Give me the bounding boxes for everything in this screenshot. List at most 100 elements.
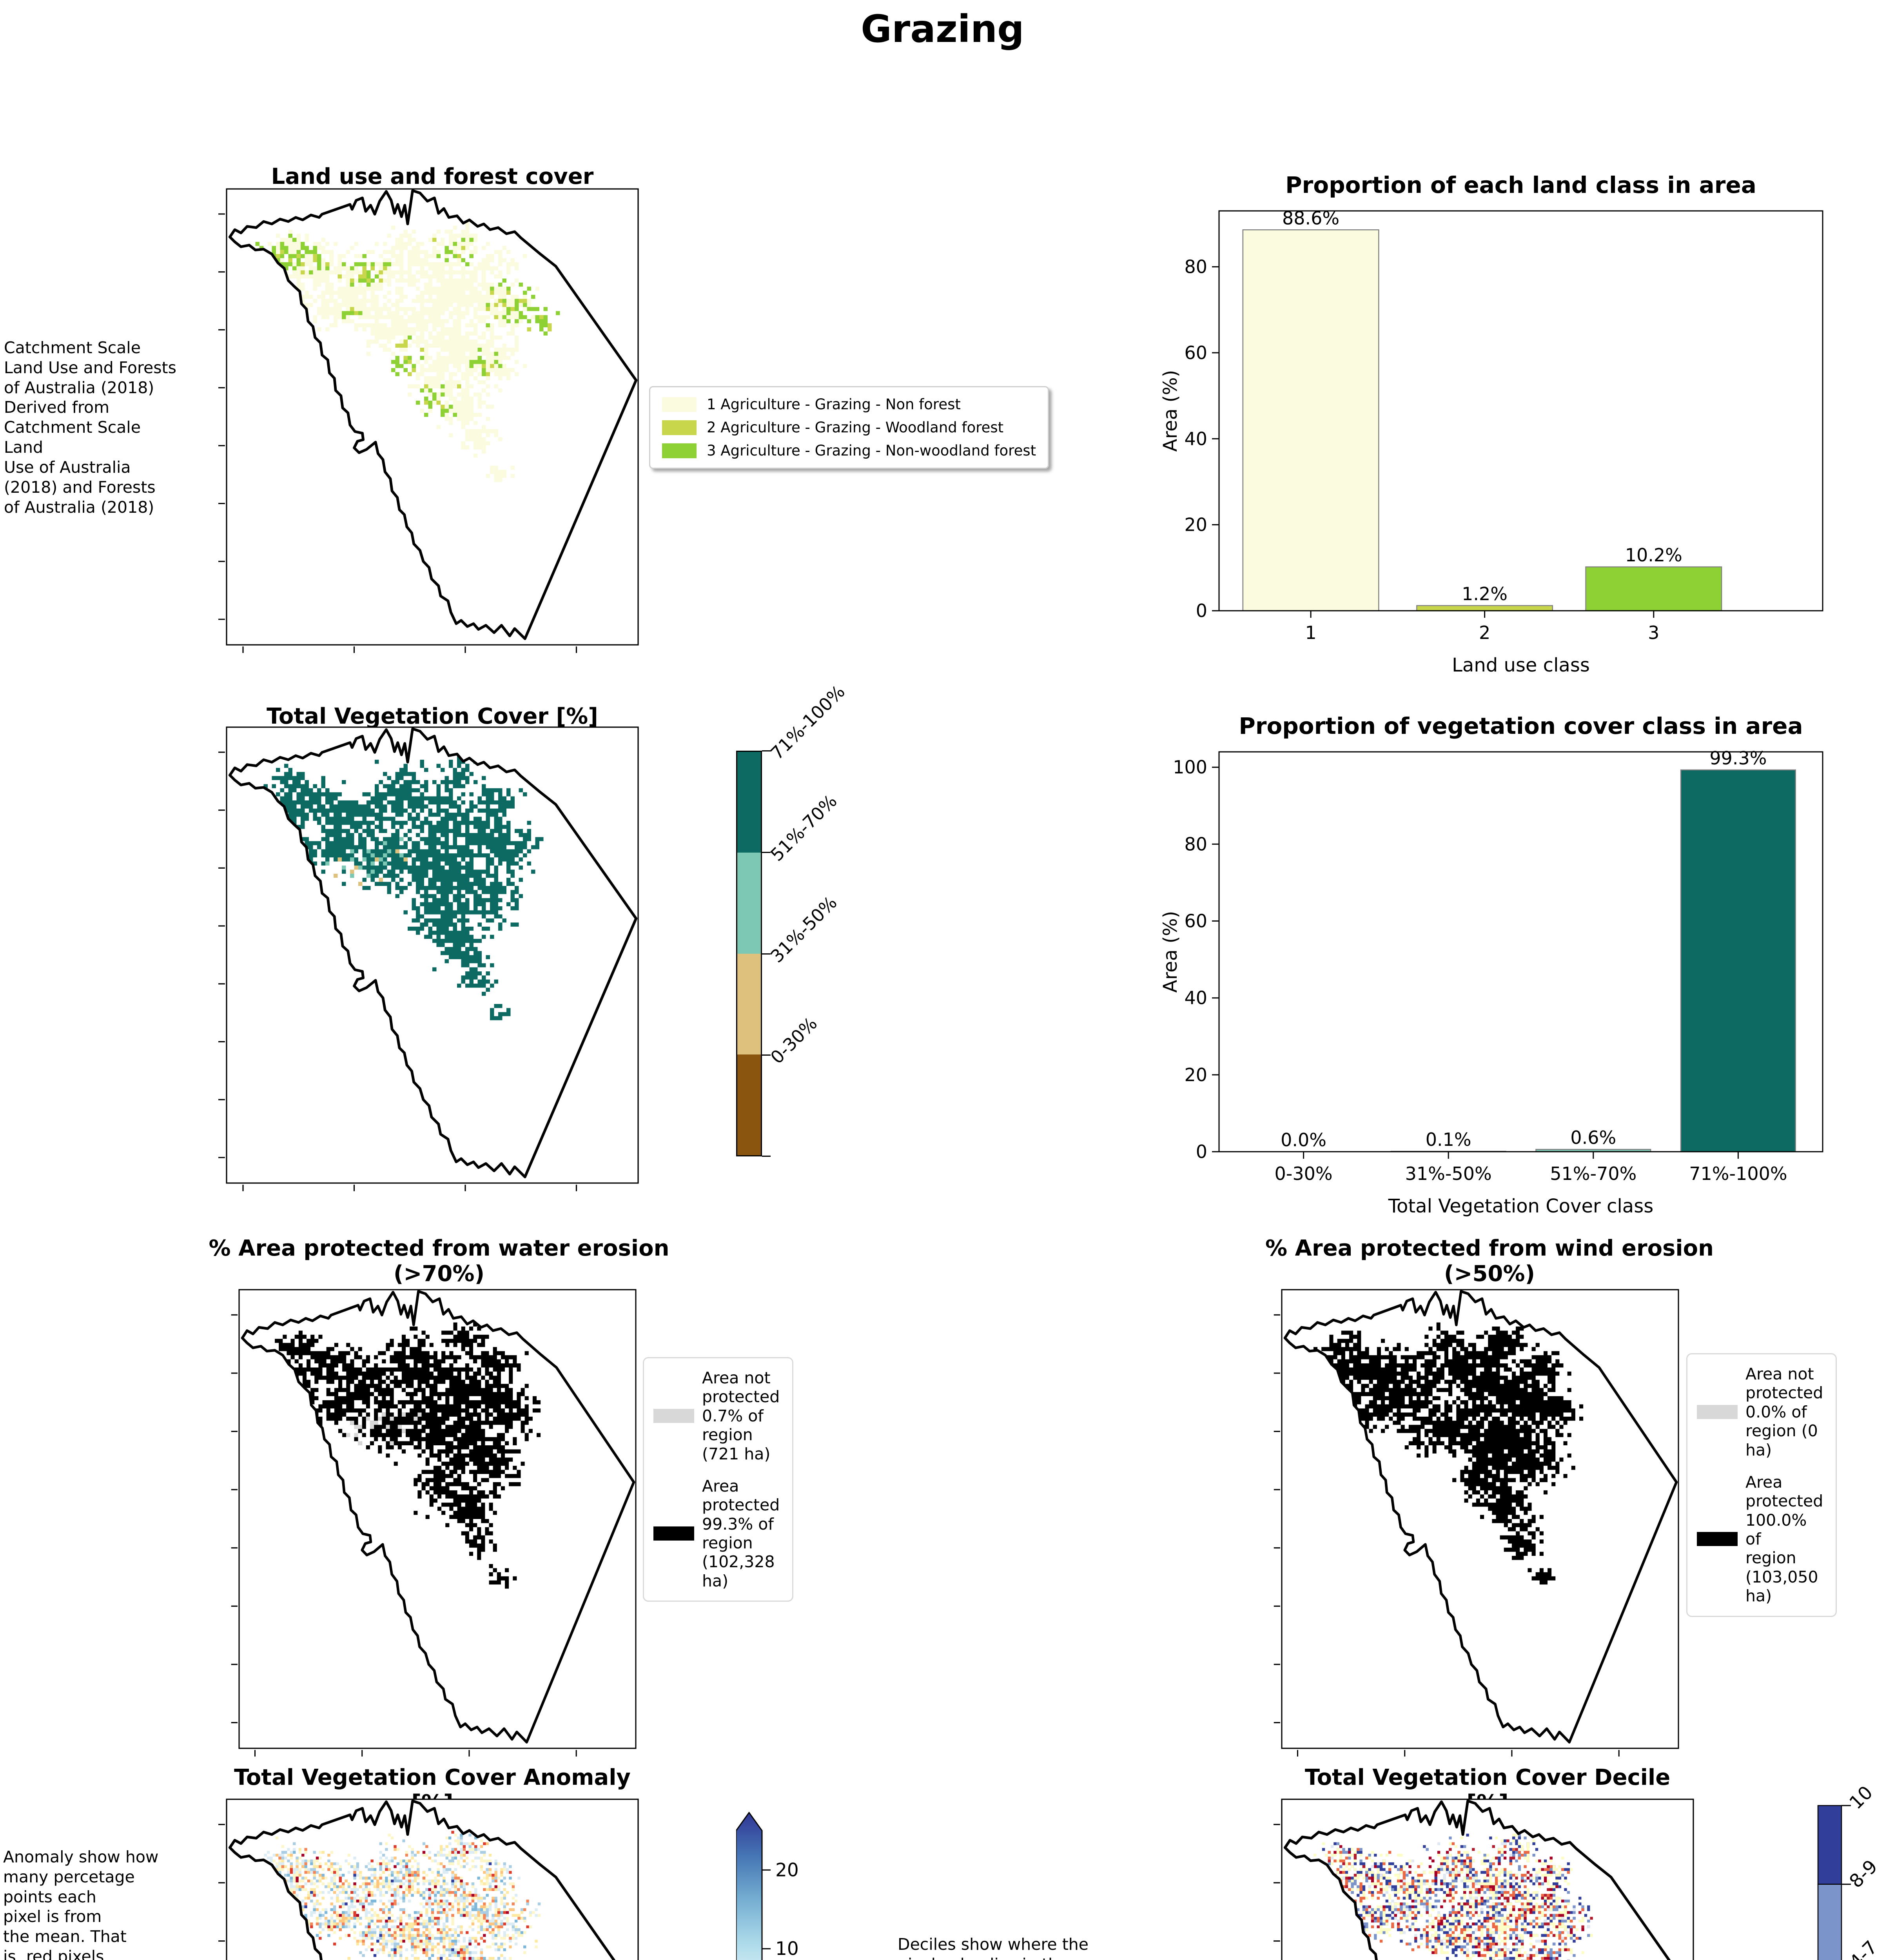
y-tick-label: 0 bbox=[1196, 600, 1207, 621]
catchment-boundary bbox=[228, 1799, 616, 1960]
y-tick-label: 20 bbox=[1184, 514, 1207, 535]
map-pixels bbox=[239, 221, 560, 482]
catchment-boundary bbox=[241, 1290, 635, 1744]
land-use-map bbox=[218, 188, 639, 653]
map-pixels bbox=[235, 755, 544, 1020]
legend-item: Area not protected 0.0% of region (0 ha) bbox=[1697, 1365, 1826, 1459]
x-tick-label: 2 bbox=[1479, 622, 1490, 643]
colorbar-label: 51%-70% bbox=[766, 790, 841, 865]
colorbar-segment bbox=[737, 853, 761, 954]
bar bbox=[1585, 566, 1722, 612]
colorbar-label: 20 bbox=[775, 1859, 799, 1881]
colorbar-bar bbox=[736, 1812, 763, 1960]
anomaly-colorbar: 20100−10−20 bbox=[736, 1812, 1011, 1960]
legend-label: Area not protected 0.7% of region (721 h… bbox=[702, 1368, 780, 1463]
legend-label: 1 Agriculture - Grazing - Non forest bbox=[707, 396, 961, 413]
legend-swatch bbox=[1697, 1405, 1738, 1419]
catchment-boundary bbox=[1283, 1290, 1678, 1744]
legend-swatch bbox=[1697, 1532, 1738, 1546]
land-use-source-note: Catchment Scale Land Use and Forests of … bbox=[4, 338, 176, 517]
anomaly-map bbox=[218, 1798, 639, 1960]
legend-swatch bbox=[653, 1526, 694, 1541]
legend-label: Area protected 100.0% of region (103,050… bbox=[1745, 1472, 1823, 1606]
legend-label: Area protected 99.3% of region (102,328 … bbox=[702, 1476, 780, 1590]
x-tick-label: 31%-50% bbox=[1405, 1163, 1492, 1184]
wind-erosion-map bbox=[1274, 1289, 1679, 1757]
x-tick-label: 1 bbox=[1305, 622, 1316, 643]
legend-swatch bbox=[662, 420, 697, 435]
legend-label: Area not protected 0.0% of region (0 ha) bbox=[1745, 1365, 1823, 1459]
veg-class-bar-chart: Proportion of vegetation cover class in … bbox=[1159, 705, 1846, 1226]
wind-erosion-legend: Area not protected 0.0% of region (0 ha)… bbox=[1686, 1353, 1837, 1617]
water-erosion-legend: Area not protected 0.7% of region (721 h… bbox=[643, 1357, 793, 1602]
bar-value-label: 1.2% bbox=[1462, 583, 1508, 604]
legend-swatch bbox=[653, 1408, 694, 1423]
water-erosion-map-title: % Area protected from water erosion (>70… bbox=[209, 1236, 669, 1287]
map-pixels bbox=[232, 1831, 541, 1960]
veg-cover-colorbar: 71%-100% 51%-70% 31%-50% 0-30% bbox=[736, 681, 1011, 1157]
y-tick-label: 20 bbox=[1184, 1064, 1207, 1085]
legend-item: 3 Agriculture - Grazing - Non-woodland f… bbox=[662, 442, 1036, 459]
map-pixels bbox=[251, 1322, 541, 1589]
wind-erosion-map-title: % Area protected from wind erosion (>50%… bbox=[1265, 1236, 1714, 1287]
colorbar-segment bbox=[737, 1054, 761, 1155]
legend-item: Area protected 99.3% of region (102,328 … bbox=[653, 1477, 783, 1590]
y-tick-label: 60 bbox=[1184, 911, 1207, 932]
y-tick-label: 100 bbox=[1173, 757, 1207, 778]
x-tick-label: 71%-100% bbox=[1689, 1163, 1787, 1184]
veg-cover-map-title: Total Vegetation Cover [%] bbox=[267, 704, 598, 729]
catchment-boundary bbox=[1283, 1799, 1671, 1960]
colorbar-label: 4-7 bbox=[1845, 1936, 1882, 1960]
decile-map bbox=[1274, 1798, 1694, 1960]
colorbar-label: 10 bbox=[1845, 1782, 1877, 1813]
colorbar-label: 10 bbox=[775, 1938, 799, 1960]
axes-frame bbox=[1218, 210, 1823, 612]
legend-item: Area not protected 0.7% of region (721 h… bbox=[653, 1368, 783, 1463]
colorbar-segment bbox=[1817, 1805, 1842, 1885]
legend-item: 2 Agriculture - Grazing - Woodland fores… bbox=[662, 419, 1036, 436]
catchment-boundary bbox=[228, 727, 638, 1178]
land-class-bar-chart: Proportion of each land class in area 0 20… bbox=[1159, 164, 1846, 685]
bar-value-label: 0.6% bbox=[1570, 1127, 1616, 1148]
veg-cover-map bbox=[218, 726, 639, 1191]
y-tick-label: 60 bbox=[1184, 342, 1207, 363]
page-title: Grazing bbox=[861, 7, 1024, 51]
anomaly-note: Anomaly show how many percetage points e… bbox=[3, 1847, 159, 1960]
land-use-legend: 1 Agriculture - Grazing - Non forest 2 Ag… bbox=[649, 386, 1049, 469]
colorbar-bar bbox=[736, 751, 762, 1156]
legend-label: 2 Agriculture - Grazing - Woodland fores… bbox=[707, 419, 1004, 436]
bar-value-label: 99.3% bbox=[1709, 748, 1767, 769]
x-tick-label: 3 bbox=[1648, 622, 1659, 643]
x-tick-label: 0-30% bbox=[1275, 1163, 1333, 1184]
chart-title: Proportion of each land class in area bbox=[1285, 172, 1756, 198]
colorbar-label: 0-30% bbox=[766, 1013, 822, 1068]
y-axis-label: Area (%) bbox=[1159, 911, 1181, 993]
legend-swatch bbox=[662, 443, 697, 458]
bar bbox=[1680, 769, 1796, 1152]
bar-value-label: 0.1% bbox=[1426, 1129, 1471, 1150]
axes-frame bbox=[1218, 751, 1823, 1152]
legend-item: Area protected 100.0% of region (103,050… bbox=[1697, 1473, 1826, 1606]
legend-item: 1 Agriculture - Grazing - Non forest bbox=[662, 396, 1036, 413]
bar bbox=[1242, 229, 1379, 612]
y-tick-label: 0 bbox=[1196, 1141, 1207, 1162]
x-tick-label: 51%-70% bbox=[1550, 1163, 1636, 1184]
decile-note: Deciles show where the pixel value lies … bbox=[898, 1935, 1089, 1960]
colorbar-segment bbox=[737, 953, 761, 1054]
colorbar-segment bbox=[1817, 1884, 1842, 1960]
decile-map-title: Total Vegetation Cover Decile [%] bbox=[1304, 1765, 1671, 1816]
colorbar-segment bbox=[737, 752, 761, 853]
colorbar-label: 8-9 bbox=[1845, 1856, 1882, 1892]
bar-value-label: 0.0% bbox=[1281, 1129, 1326, 1151]
x-axis-label: Land use class bbox=[1452, 654, 1590, 676]
chart-title: Proportion of vegetation cover class in … bbox=[1239, 713, 1803, 739]
y-tick-label: 80 bbox=[1184, 256, 1207, 278]
y-axis-label: Area (%) bbox=[1159, 370, 1181, 452]
catchment-boundary bbox=[228, 189, 638, 640]
water-erosion-map bbox=[231, 1289, 637, 1757]
map-pixels bbox=[1293, 1831, 1593, 1960]
y-tick-label: 40 bbox=[1184, 987, 1207, 1009]
map-pixels bbox=[1290, 1322, 1584, 1585]
y-tick-label: 40 bbox=[1184, 428, 1207, 449]
y-tick-label: 80 bbox=[1184, 833, 1207, 855]
